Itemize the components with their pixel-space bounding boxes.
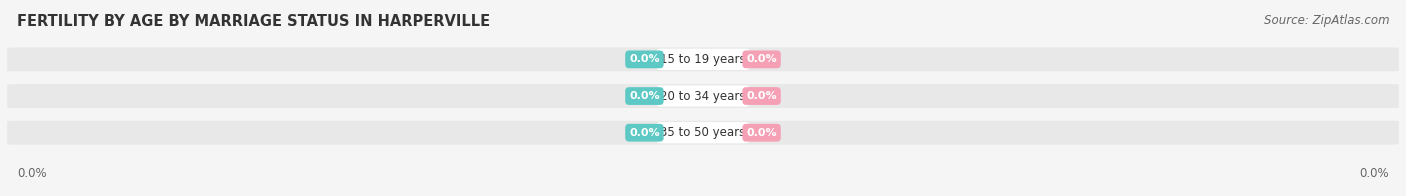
FancyBboxPatch shape <box>7 84 1399 108</box>
Text: 0.0%: 0.0% <box>628 54 659 64</box>
Text: 15 to 19 years: 15 to 19 years <box>661 53 745 66</box>
Text: 0.0%: 0.0% <box>17 167 46 180</box>
Text: 0.0%: 0.0% <box>747 128 778 138</box>
Text: 0.0%: 0.0% <box>747 54 778 64</box>
Text: 20 to 34 years: 20 to 34 years <box>661 90 745 103</box>
Legend: Married, Unmarried: Married, Unmarried <box>619 194 787 196</box>
FancyBboxPatch shape <box>7 121 1399 145</box>
FancyBboxPatch shape <box>7 47 1399 71</box>
Text: 0.0%: 0.0% <box>628 91 659 101</box>
Text: FERTILITY BY AGE BY MARRIAGE STATUS IN HARPERVILLE: FERTILITY BY AGE BY MARRIAGE STATUS IN H… <box>17 14 491 29</box>
Text: 0.0%: 0.0% <box>628 128 659 138</box>
Text: 0.0%: 0.0% <box>747 91 778 101</box>
Text: 35 to 50 years: 35 to 50 years <box>661 126 745 139</box>
Text: Source: ZipAtlas.com: Source: ZipAtlas.com <box>1264 14 1389 27</box>
Text: 0.0%: 0.0% <box>1360 167 1389 180</box>
